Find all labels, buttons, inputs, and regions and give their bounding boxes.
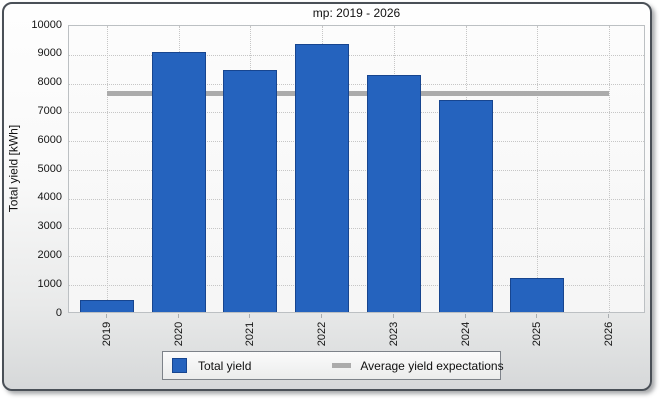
x-tick-label-2020: 2020 <box>172 321 185 347</box>
v-gridline <box>107 26 108 312</box>
plot-area <box>68 25 645 313</box>
chart-title: mp: 2019 - 2026 <box>312 6 401 20</box>
h-gridline <box>69 83 644 85</box>
bar-2022[interactable] <box>295 44 350 312</box>
x-tick-label-2019: 2019 <box>101 321 113 347</box>
x-tick-mark <box>392 314 394 318</box>
x-tick-label-2025: 2025 <box>531 321 544 347</box>
x-tick-label-2024: 2024 <box>459 321 472 347</box>
x-tick-label-2026: 2026 <box>603 321 615 347</box>
average-yield-line <box>107 90 609 96</box>
x-tick-mark <box>536 314 538 318</box>
y-tick-label: 1000 <box>37 277 62 290</box>
y-tick-label: 9000 <box>37 47 62 60</box>
h-gridline <box>69 170 644 171</box>
h-gridline <box>69 285 644 287</box>
h-gridline <box>69 141 644 143</box>
y-tick-label: 0 <box>55 306 62 319</box>
x-tick-mark <box>608 314 609 318</box>
x-tick-label-2023: 2023 <box>387 321 400 347</box>
h-gridline <box>69 112 644 114</box>
x-tick-mark <box>249 314 251 318</box>
y-tick-label: 2000 <box>37 248 62 261</box>
v-gridline <box>537 26 539 312</box>
h-gridline <box>69 54 644 56</box>
bar-2024[interactable] <box>438 100 493 312</box>
bar-2023[interactable] <box>366 75 421 312</box>
v-gridline <box>609 26 610 312</box>
x-tick-mark <box>464 314 466 318</box>
y-tick-label: 10000 <box>31 18 62 31</box>
y-tick-label: 4000 <box>37 191 62 204</box>
x-tick-label-2021: 2021 <box>244 321 257 347</box>
legend-label-total-yield: Total yield <box>198 358 252 373</box>
h-gridline <box>69 256 644 258</box>
total-yield-swatch-icon <box>172 358 187 373</box>
h-gridline <box>69 198 644 200</box>
bar-2021[interactable] <box>223 69 278 312</box>
x-tick-mark <box>106 314 107 318</box>
legend-label-average: Average yield expectations <box>360 358 504 373</box>
bar-2025[interactable] <box>510 277 565 312</box>
bar-2019[interactable] <box>80 299 134 312</box>
y-tick-label: 3000 <box>37 220 62 233</box>
average-line-swatch-icon <box>332 363 352 368</box>
x-tick-mark <box>177 314 179 318</box>
x-tick-label-2022: 2022 <box>316 321 329 347</box>
y-tick-label: 6000 <box>37 133 62 146</box>
y-tick-label: 8000 <box>37 76 62 89</box>
bar-2020[interactable] <box>151 51 206 312</box>
h-gridline <box>69 227 644 229</box>
legend: Total yield Average yield expectations <box>162 351 504 380</box>
y-tick-label: 7000 <box>37 104 62 117</box>
y-tick-label: 5000 <box>37 162 62 175</box>
x-tick-mark <box>321 314 323 318</box>
